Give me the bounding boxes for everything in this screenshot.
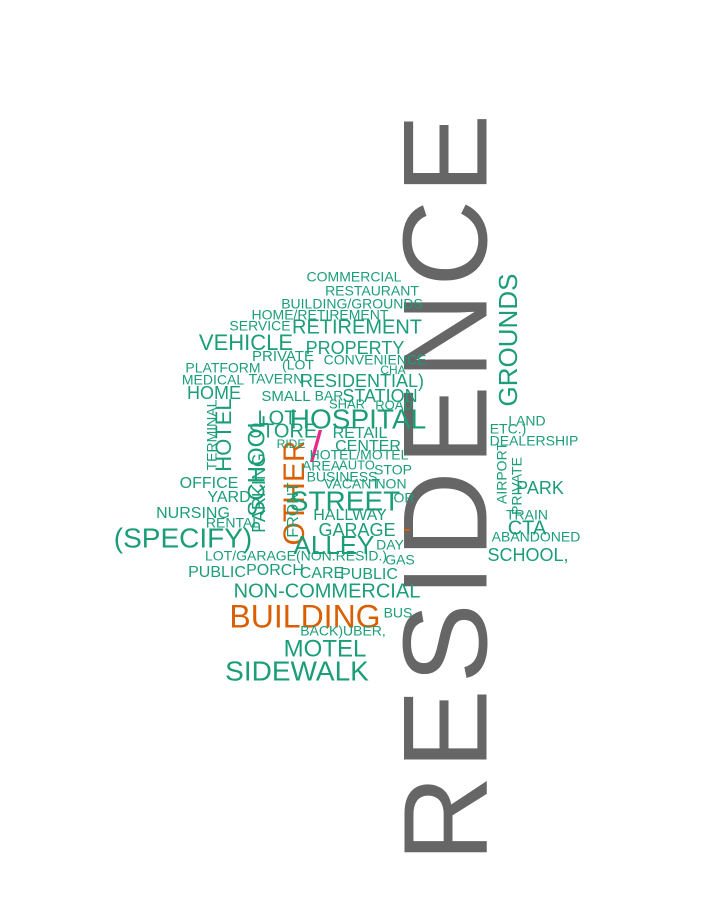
word-commercial: COMMERCIAL (307, 269, 402, 285)
word-parking: PARKING (249, 453, 269, 533)
word-dash: - (403, 515, 411, 542)
word-airport: AIRPORT (494, 442, 510, 504)
word-building: BUILDING (229, 598, 380, 634)
word-dealership: DEALERSHIP (490, 433, 579, 449)
word-cta: CTA (508, 517, 547, 539)
word-or: OR (394, 490, 415, 506)
word-road: ROAD (375, 397, 413, 412)
word-home-retirement: HOME/RETIREMENT (252, 307, 389, 323)
word-private-1: PRIVATE (252, 348, 314, 365)
word-day: DAY (376, 537, 404, 553)
word-school-upper: SCHOOL (243, 415, 270, 516)
word-auto: AUTO (339, 457, 375, 472)
word-cha: CHA (380, 363, 405, 377)
word-building-grounds: BUILDING/GROUNDS (281, 296, 423, 312)
word-hallway: HALLWAY (313, 507, 387, 524)
word-rental: RENTAL (206, 515, 260, 531)
word-station: STATION (342, 386, 417, 406)
word-service: SERVICE (229, 318, 290, 334)
word-abandoned: ABANDONED (492, 529, 581, 545)
word-school-lower: SCHOOL, (487, 545, 568, 565)
word-office: OFFICE (180, 475, 239, 492)
word-property: PROPERTY (306, 338, 405, 358)
word-hotel-motel: HOTEL/MOTEL (310, 447, 409, 463)
word-vacant: VACANT (324, 476, 380, 492)
word-vehicle: VEHICLE (199, 330, 293, 355)
word-hotel-vert: HOTEL (211, 398, 236, 471)
word-tavern: TAVERN (249, 371, 304, 387)
word-nursing: NURSING (156, 505, 230, 522)
word-residential: RESIDENTIAL) (300, 371, 424, 391)
word-non: NON (375, 476, 406, 492)
word-public-1: PUBLIC (188, 564, 246, 581)
word-ride: RIDE (277, 437, 306, 451)
word-convenience: CONVENIENCE (324, 352, 427, 368)
word-care: CARE (300, 565, 344, 582)
word-retirement: RETIREMENT (292, 316, 422, 338)
word-specify: (SPECIFY) (114, 522, 252, 553)
word-bar: BAR (315, 388, 344, 404)
word-etc: ETC.) (490, 421, 527, 437)
word-park: PARK (516, 478, 564, 498)
word-area: AREA (302, 458, 341, 474)
word-porch: PORCH (246, 562, 304, 579)
word-gas: GAS (385, 552, 415, 568)
word-terminal: TERMINAL (204, 399, 220, 470)
word-stop: STOP (374, 462, 412, 478)
word-medical: MEDICAL (182, 372, 244, 388)
word-restaurant: RESTAURANT (325, 283, 419, 299)
word-center: CENTER (335, 438, 401, 455)
word-front: FRONT (285, 482, 302, 537)
word-business: BUSINESS (307, 469, 378, 485)
word-residence: RESIDENCE (379, 108, 513, 862)
word-lot-paren: (LOT (282, 357, 314, 373)
word-slash: / (310, 423, 323, 472)
word-yard: YARD (207, 489, 250, 506)
word-non-commercial: NON-COMMERCIAL (234, 580, 421, 602)
word-motel: MOTEL (284, 635, 367, 662)
word-public-2: PUBLIC (340, 566, 398, 583)
word-other: OTHER (278, 441, 311, 546)
word-lot: LOT (258, 407, 297, 429)
word-lot-garage: LOT/GARAGE(NON.RESID.) (205, 548, 387, 564)
word-store: STORE (249, 420, 318, 442)
word-retail: RETAIL (333, 425, 388, 442)
word-alley: ALLEY (294, 530, 375, 560)
word-home: HOME (187, 383, 241, 403)
word-grounds: GROUNDS (493, 274, 523, 407)
word-land: LAND (508, 413, 545, 429)
word-platform: PLATFORM (185, 360, 260, 376)
word-back-uber: BACK)UBER, (300, 623, 386, 639)
word-street: STREET (290, 485, 400, 516)
word-private-vert: PRIVATE (509, 457, 525, 515)
word-sidewalk: SIDEWALK (225, 655, 369, 686)
word-bus: BUS (384, 605, 413, 621)
word-shar: SHAR (329, 396, 365, 411)
word-hospital: HOSPITAL (290, 403, 426, 434)
word-garage: GARAGE (318, 520, 395, 540)
word-small: SMALL (261, 388, 310, 405)
word-train: TRAIN (506, 507, 548, 523)
